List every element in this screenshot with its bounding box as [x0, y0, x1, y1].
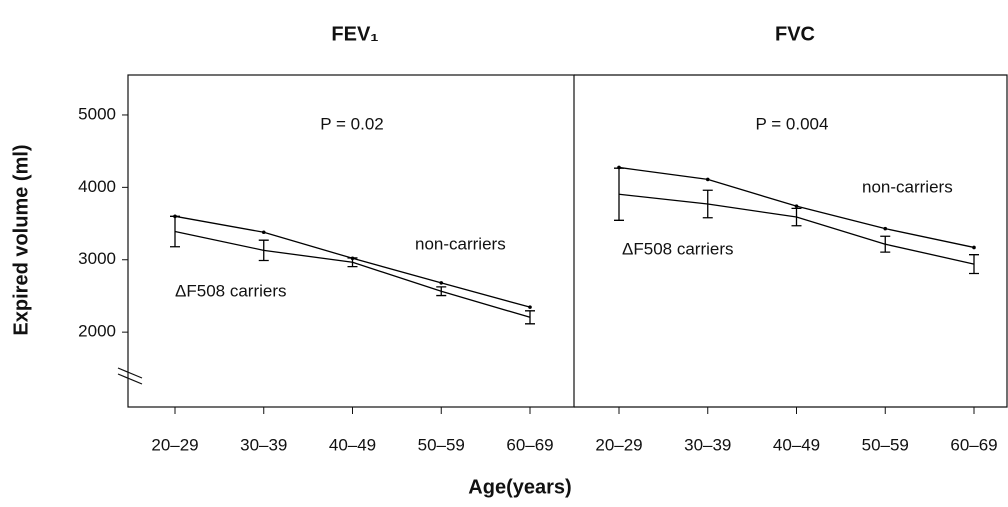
y-tick-label: 3000: [78, 249, 116, 268]
error-bar: [614, 167, 624, 221]
x-tick-label: 60–69: [506, 435, 553, 454]
y-tick-label: 5000: [78, 104, 116, 123]
x-tick-label: 50–59: [862, 435, 909, 454]
panel-frame: [574, 74, 1008, 408]
error-bar: [258, 239, 269, 262]
y-tick-label: 2000: [78, 322, 116, 341]
point: [439, 281, 444, 285]
point: [794, 204, 799, 208]
x-tick-label: 40–49: [329, 435, 376, 454]
point: [528, 305, 532, 309]
x-tick-label: 60–69: [950, 435, 997, 454]
x-tick-label: 20–29: [151, 435, 198, 454]
error-bar: [170, 215, 180, 248]
frame: [117, 74, 1008, 408]
x-tick-label: 30–39: [684, 435, 731, 454]
point: [972, 245, 976, 250]
error-bar: [525, 310, 535, 325]
y-axis-label: Expired volume (ml): [10, 144, 32, 335]
error-bar: [702, 189, 713, 219]
panel-frame: [127, 74, 575, 408]
axis-break: [117, 373, 143, 385]
x-tick-label: 30–39: [240, 435, 287, 454]
series-label: non-carriers: [415, 234, 506, 253]
annotation: P = 0.004: [756, 114, 829, 133]
axis-break: [117, 367, 143, 379]
x-tick-label: 50–59: [418, 435, 465, 454]
error-bar: [436, 286, 447, 297]
error-bar: [880, 235, 891, 253]
y-tick-label: 4000: [78, 177, 116, 196]
panel-title: FEV₁: [331, 23, 378, 45]
series-label: ΔF508 carriers: [175, 281, 287, 300]
point: [705, 177, 710, 182]
series-label: ΔF508 carriers: [622, 239, 734, 258]
point: [261, 230, 266, 235]
x-axis-label: Age(years): [468, 476, 571, 498]
x-tick-label: 40–49: [773, 435, 820, 454]
annotation: P = 0.02: [320, 114, 384, 133]
series-label: non-carriers: [862, 177, 953, 196]
panel-title: FVC: [775, 23, 815, 45]
error-bar: [347, 257, 358, 268]
error-bar: [791, 207, 802, 227]
point: [883, 226, 888, 231]
error-bar: [969, 254, 979, 275]
x-tick-label: 20–29: [595, 435, 642, 454]
